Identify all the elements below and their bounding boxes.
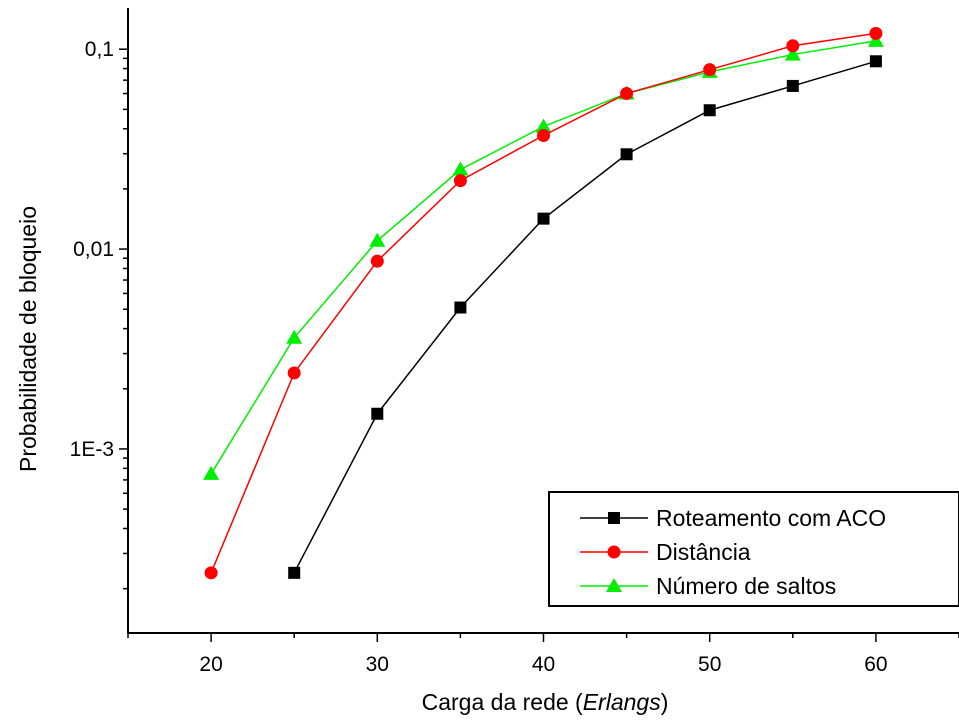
legend-label: Distância	[656, 539, 751, 565]
data-point	[371, 407, 384, 420]
x-tick-label: 50	[698, 653, 721, 676]
data-point	[537, 129, 550, 143]
y-tick-label: 0,1	[85, 38, 114, 61]
data-point	[535, 118, 552, 133]
data-point	[867, 32, 884, 47]
x-tick-label: 20	[199, 653, 222, 676]
data-point	[703, 104, 716, 117]
data-point	[784, 46, 801, 61]
y-tick-label: 1E-3	[70, 438, 114, 461]
data-point	[620, 87, 634, 101]
series-circle	[204, 26, 883, 580]
data-point	[203, 465, 220, 480]
legend: Roteamento com ACO Distância Número de sal…	[548, 491, 959, 607]
data-point	[537, 212, 550, 225]
data-point	[869, 26, 883, 40]
legend-marker	[607, 545, 621, 559]
data-point	[786, 79, 799, 92]
data-point	[869, 55, 882, 68]
data-point	[620, 148, 633, 161]
x-axis-ticks: 20 30 40 50 60	[127, 633, 959, 676]
data-point	[369, 232, 386, 247]
legend-marker	[606, 578, 622, 592]
y-axis-ticks: 1E-3 0,01 0,1	[70, 38, 128, 590]
data-point	[204, 566, 218, 580]
data-point	[286, 329, 303, 344]
data-point	[288, 566, 301, 579]
x-tick-label: 30	[366, 653, 389, 676]
data-point	[786, 39, 800, 53]
series-line	[210, 40, 877, 475]
data-point	[287, 366, 301, 380]
x-tick-label: 40	[532, 653, 555, 676]
data-point	[454, 301, 467, 314]
x-tick-label: 60	[864, 653, 887, 676]
legend-label: Número de saltos	[656, 573, 836, 599]
y-tick-label: 0,01	[73, 238, 114, 261]
data-point	[452, 161, 469, 176]
series-line	[293, 60, 877, 574]
series-triangle	[203, 32, 884, 480]
data-point	[453, 174, 467, 188]
y-axis-title: Probabilidade de bloqueio	[15, 206, 41, 472]
series-square	[288, 55, 882, 579]
legend-marker	[608, 512, 620, 524]
series-layer	[203, 26, 884, 580]
x-axis-title: Carga da rede (Erlangs)	[422, 689, 669, 715]
legend-label: Roteamento com ACO	[656, 505, 886, 531]
data-point	[703, 63, 717, 77]
data-point	[370, 254, 384, 268]
